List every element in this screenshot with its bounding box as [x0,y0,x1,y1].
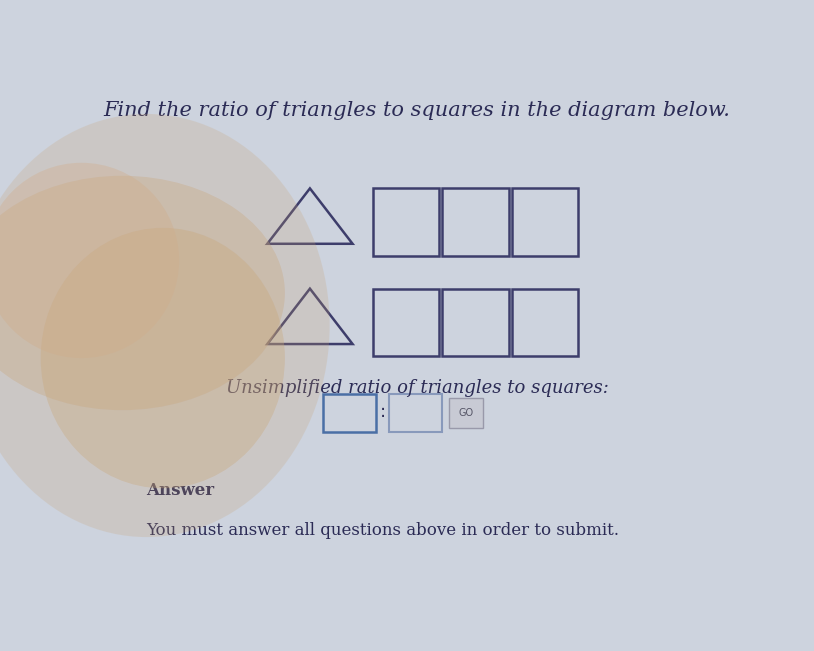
Bar [322,394,376,432]
Ellipse shape [0,163,179,358]
Text: Unsimplified ratio of triangles to squares:: Unsimplified ratio of triangles to squar… [225,379,609,397]
Bar [443,288,509,356]
Text: :: : [379,404,386,421]
Bar [512,288,578,356]
Text: Find the ratio of triangles to squares in the diagram below.: Find the ratio of triangles to squares i… [103,101,731,120]
Ellipse shape [0,176,285,410]
Text: You must answer all questions above in order to submit.: You must answer all questions above in o… [146,521,619,539]
Text: Answer: Answer [146,482,214,499]
Bar [443,188,509,256]
FancyBboxPatch shape [449,398,484,428]
Bar [512,188,578,256]
Ellipse shape [41,228,285,488]
Bar [373,188,440,256]
Bar [389,394,443,432]
Ellipse shape [0,114,330,537]
Text: GO: GO [458,408,474,418]
Bar [373,288,440,356]
